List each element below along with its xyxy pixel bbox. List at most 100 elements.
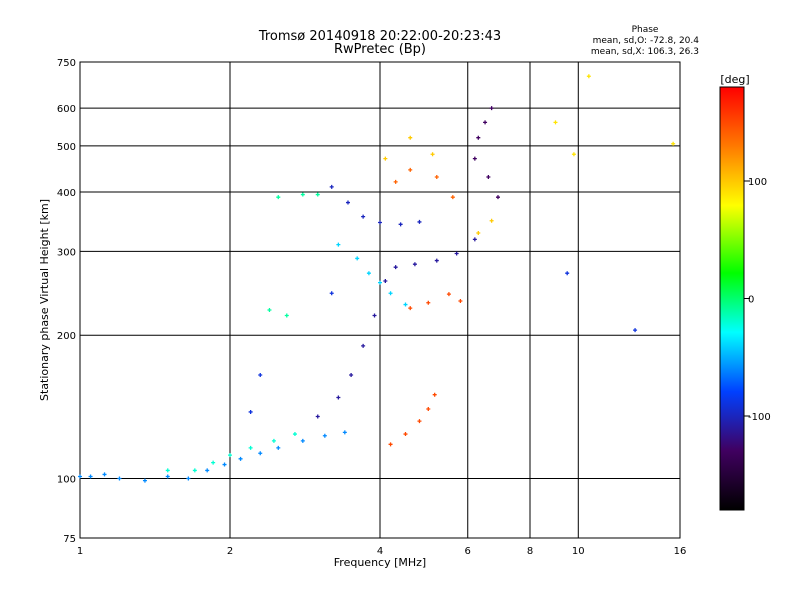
- data-point: [165, 474, 170, 479]
- data-point: [430, 152, 435, 157]
- data-point: [426, 406, 431, 411]
- data-point: [329, 184, 334, 189]
- data-point: [393, 179, 398, 184]
- colorbar-tick-label: 0: [748, 295, 754, 306]
- data-point: [486, 174, 491, 179]
- colorbar-unit: [deg]: [720, 73, 749, 86]
- data-point: [292, 432, 297, 437]
- data-point: [383, 156, 388, 161]
- data-point: [403, 302, 408, 307]
- data-point: [258, 451, 263, 456]
- colorbar-tick-label: -100: [748, 412, 771, 423]
- data-point: [355, 256, 360, 261]
- data-point: [417, 419, 422, 424]
- data-point: [458, 299, 463, 304]
- data-point: [284, 313, 289, 318]
- data-point: [248, 445, 253, 450]
- y-tick-label: 600: [57, 104, 76, 115]
- data-point: [366, 271, 371, 276]
- data-point: [102, 472, 107, 477]
- data-point: [336, 395, 341, 400]
- y-tick-label: 200: [57, 331, 76, 342]
- data-point: [383, 279, 388, 284]
- data-point: [258, 373, 263, 378]
- y-tick-label: 100: [57, 475, 76, 486]
- phase-box-x-stats: mean, sd,X: 106.3, 26.3: [591, 47, 699, 57]
- data-points: [78, 74, 676, 483]
- x-axis-ticks: 1 2 4 6 8 10 16: [77, 546, 687, 557]
- data-point: [267, 307, 272, 312]
- grid: [80, 62, 680, 538]
- data-point: [322, 433, 327, 438]
- data-point: [186, 476, 191, 481]
- data-point: [315, 192, 320, 197]
- data-point: [454, 251, 459, 256]
- x-tick-label: 6: [465, 546, 471, 557]
- data-point: [489, 106, 494, 111]
- data-point: [329, 291, 334, 296]
- y-tick-label: 500: [57, 142, 76, 153]
- x-tick-label: 2: [227, 546, 233, 557]
- y-tick-label: 750: [57, 58, 76, 69]
- data-point: [88, 474, 93, 479]
- data-point: [238, 456, 243, 461]
- data-point: [476, 135, 481, 140]
- colorbar-tick-label: 100: [748, 177, 767, 188]
- data-point: [117, 476, 122, 481]
- x-tick-label: 4: [377, 546, 383, 557]
- data-point: [165, 468, 170, 473]
- data-point: [472, 237, 477, 242]
- data-point: [361, 343, 366, 348]
- data-point: [483, 120, 488, 125]
- data-point: [271, 438, 276, 443]
- x-tick-label: 1: [77, 546, 83, 557]
- chart-subtitle: RwPretec (Bp): [334, 42, 426, 57]
- data-point: [398, 222, 403, 227]
- data-point: [205, 468, 210, 473]
- data-point: [372, 313, 377, 318]
- data-point: [211, 460, 216, 465]
- data-point: [349, 373, 354, 378]
- data-point: [142, 478, 147, 483]
- y-tick-label: 300: [57, 247, 76, 258]
- data-point: [378, 220, 382, 225]
- data-point: [432, 392, 437, 397]
- data-point: [472, 156, 477, 161]
- data-point: [446, 292, 451, 297]
- data-point: [300, 192, 305, 197]
- data-point: [633, 328, 638, 333]
- data-point: [378, 280, 382, 285]
- data-point: [276, 195, 281, 200]
- data-point: [426, 300, 431, 305]
- data-point: [495, 195, 500, 200]
- data-point: [553, 120, 558, 125]
- data-point: [315, 414, 320, 419]
- data-point: [408, 167, 413, 172]
- data-point: [586, 74, 591, 79]
- data-point: [565, 271, 570, 276]
- data-point: [434, 174, 439, 179]
- colorbar-ticks: 100 0 -100: [744, 177, 771, 423]
- data-point: [345, 200, 350, 205]
- data-point: [571, 152, 576, 157]
- data-point: [228, 453, 232, 458]
- data-point: [671, 141, 676, 146]
- data-point: [388, 291, 393, 296]
- data-point: [412, 262, 417, 267]
- data-point: [403, 432, 408, 437]
- data-point: [450, 195, 455, 200]
- x-tick-label: 16: [674, 546, 687, 557]
- data-point: [434, 258, 439, 263]
- phase-box-o-stats: mean, sd,O: -72.8, 20.4: [593, 36, 700, 46]
- y-axis-label: Stationary phase Virtual Height [km]: [38, 199, 51, 401]
- data-point: [361, 214, 366, 219]
- y-axis-ticks: 75 100 200 300 400 500 600 750: [57, 58, 76, 545]
- phase-box-title: Phase: [632, 25, 659, 35]
- x-tick-label: 8: [527, 546, 533, 557]
- y-tick-label: 400: [57, 188, 76, 199]
- data-point: [192, 468, 197, 473]
- x-tick-label: 10: [572, 546, 585, 557]
- data-point: [78, 474, 82, 479]
- chart-title: Tromsø 20140918 20:22:00-20:23:43: [258, 29, 501, 44]
- y-tick-label: 75: [63, 534, 76, 545]
